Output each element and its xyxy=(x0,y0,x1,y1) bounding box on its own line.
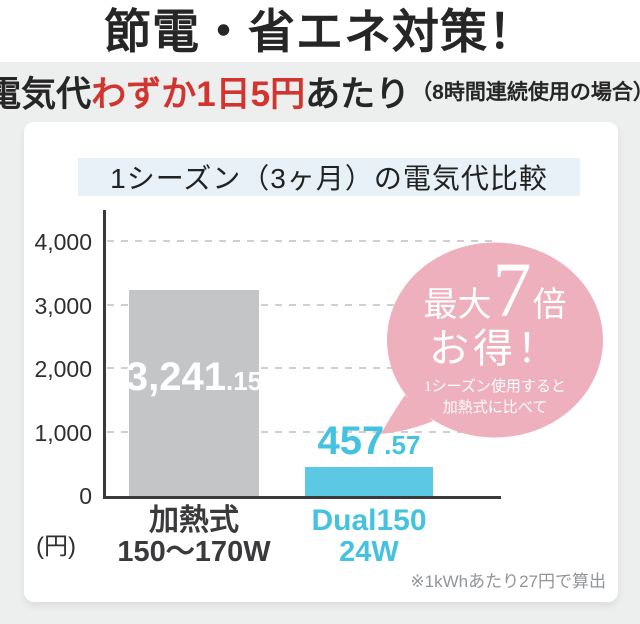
gridline xyxy=(107,240,499,242)
header-banner: 節電・省エネ対策！ xyxy=(0,0,640,62)
bar-group: 457.57 Dual150 24W xyxy=(305,210,433,568)
plot-area: 3,241.15 加熱式 150〜170W 457.57 Dual150 24W xyxy=(103,210,501,568)
savings-badge: 最大 7 倍 お得！ 1シーズン使用すると 加熱式に比べて xyxy=(387,243,603,438)
gridline xyxy=(107,303,499,306)
bar-value-label: 3,241.15 xyxy=(126,357,262,397)
bar-value-decimal: .15 xyxy=(225,365,263,396)
gridline xyxy=(107,430,499,433)
badge-max-label: 最大 xyxy=(423,287,492,325)
y-tick-label: 4,000 xyxy=(34,229,92,255)
y-axis: 0 1,000 2,000 3,000 4,000 xyxy=(28,210,96,508)
bar-value-decimal: .57 xyxy=(384,429,421,460)
y-tick-label: 2,000 xyxy=(34,356,92,382)
speech-bubble-body xyxy=(387,242,603,438)
bar-value-main: 457 xyxy=(317,418,385,463)
gridline xyxy=(107,367,499,369)
speech-bubble-tail xyxy=(381,395,433,434)
chart-footnote: ※1kWhあたり27円で算出 xyxy=(410,572,606,591)
category-name: 加熱式 xyxy=(149,504,239,537)
badge-otoku-label: お得！ xyxy=(429,326,561,372)
badge-headline: 最大 7 倍 xyxy=(423,246,567,334)
bar xyxy=(305,466,433,496)
badge-condition-line1: 1シーズン使用すると xyxy=(424,379,566,396)
y-tick-label: 0 xyxy=(79,483,92,509)
badge-times-label: 倍 xyxy=(532,287,567,325)
badge-condition-line2: 加熱式に比べて xyxy=(442,399,548,416)
category-label: 加熱式 150〜170W xyxy=(117,504,271,569)
subheader-suffix: あたり xyxy=(305,74,411,114)
chart-card: 1シーズン（3ヶ月）の電気代比較 0 1,000 2,000 3,000 4,000 (… xyxy=(24,122,618,602)
chart-title-strip: 1シーズン（3ヶ月）の電気代比較 xyxy=(78,158,580,196)
category-label: Dual150 24W xyxy=(311,504,427,569)
subheader-prefix: 電気代 xyxy=(0,74,92,114)
y-tick-label: 1,000 xyxy=(34,419,92,446)
category-name: Dual150 xyxy=(311,504,427,537)
y-unit-label: (円) xyxy=(36,533,76,560)
page-title: 節電・省エネ対策！ xyxy=(104,4,536,58)
bar-value-main: 3,241 xyxy=(125,354,226,399)
category-wattage: 24W xyxy=(339,536,399,569)
bar-value-label: 457.57 xyxy=(318,421,421,461)
badge-multiplier-number: 7 xyxy=(492,246,532,334)
category-wattage: 150〜170W xyxy=(117,536,271,569)
usage-note: （8時間連続使用の場合） xyxy=(411,81,640,104)
subheader-banner: 電気代 わずか1日5円 あたり （8時間連続使用の場合） xyxy=(0,64,640,118)
speech-bubble-icon xyxy=(381,242,603,438)
price-highlight: わずか1日5円 xyxy=(91,74,306,114)
bar-group: 3,241.15 加熱式 150〜170W xyxy=(117,210,271,568)
bar xyxy=(129,290,259,496)
y-tick-label: 3,000 xyxy=(34,292,92,319)
